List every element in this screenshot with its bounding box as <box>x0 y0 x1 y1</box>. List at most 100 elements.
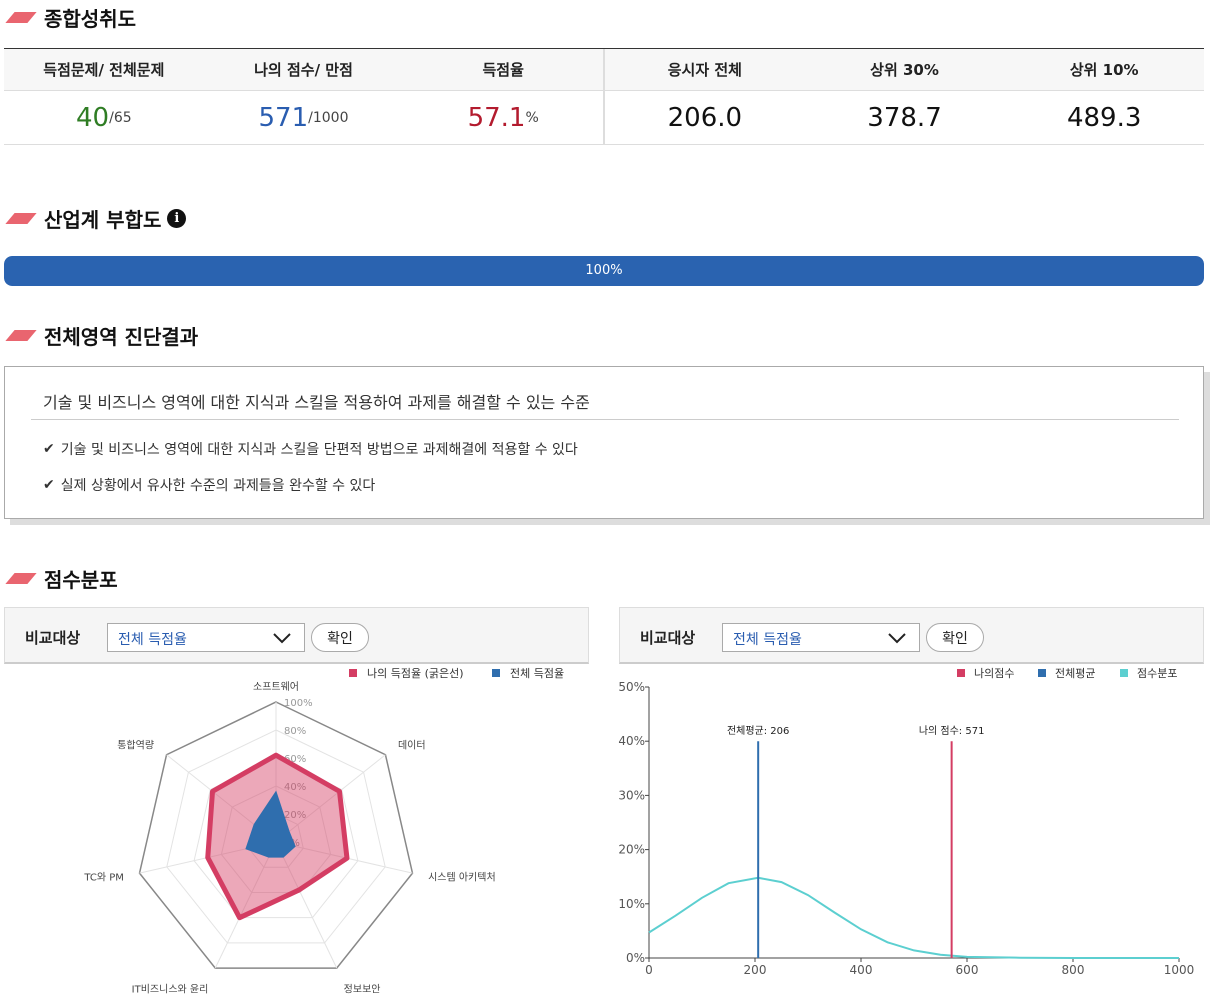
solved-count: 40 <box>76 102 110 133</box>
section-title-text: 산업계 부합도 <box>44 207 162 232</box>
radar-category-label: IT비즈니스와 윤리 <box>132 984 209 994</box>
diagnosis-item-text: 기술 및 비즈니스 영역에 대한 지식과 스킬을 단편적 방법으로 과제해결에 … <box>60 442 578 458</box>
compare-label: 비교대상 <box>25 629 81 647</box>
legend-swatch <box>492 669 500 677</box>
score-table-header: 득점문제/ 전체문제 나의 점수/ 만점 득점율 응시자 전체 상위 30% 상… <box>4 49 1204 91</box>
section-mark-icon <box>5 572 37 584</box>
x-tick-label: 400 <box>850 963 873 977</box>
legend-label: 나의 득점율 (굵은선) <box>367 667 464 680</box>
max-score: /1000 <box>308 109 349 126</box>
legend-swatch <box>957 669 965 677</box>
section-mark-icon <box>5 212 37 224</box>
chevron-down-icon <box>273 633 291 644</box>
info-icon[interactable]: i <box>167 208 187 228</box>
score-cell: 571/1000 <box>204 91 404 144</box>
compare-select[interactable]: 전체 득점율 <box>107 623 305 652</box>
legend-label: 점수분포 <box>1137 667 1177 680</box>
radar-spoke <box>214 841 277 969</box>
diagnosis-level: 기술 및 비즈니스 영역에 대한 지식과 스킬을 적용하여 과제를 해결할 수 … <box>43 393 590 412</box>
header-cell: 응시자 전체 <box>603 49 805 90</box>
radar-chart: 나의 득점율 (굵은선)전체 득점율0%20%40%60%80%100%소프트웨… <box>83 667 564 994</box>
x-tick-label: 1000 <box>1164 963 1195 977</box>
section-mark-icon <box>5 329 37 341</box>
radar-compare-bar: 비교대상 전체 득점율 확인 <box>4 607 589 664</box>
header-cell: 득점문제/ 전체문제 <box>43 61 165 79</box>
section-mark-icon <box>5 11 37 23</box>
header-cell: 나의 점수/ 만점 <box>254 61 353 79</box>
radar-series-all-rate <box>245 790 296 858</box>
diagnosis-item: ✔ 실제 상황에서 유사한 수준의 과제들을 완수할 수 있다 <box>43 475 375 495</box>
radar-tick-label: 60% <box>284 754 306 765</box>
header-cell: 상위 30% <box>870 61 939 79</box>
radar-category-label: 소프트웨어 <box>253 681 299 693</box>
radar-spoke <box>275 754 386 843</box>
y-tick-label: 20% <box>618 843 645 857</box>
radar-tick-label: 80% <box>284 726 306 737</box>
compare-select-value: 전체 득점율 <box>118 632 187 648</box>
solved-cell: 40/65 <box>4 91 204 144</box>
section-title-overall: 종합성취도 <box>5 2 136 32</box>
rate-cell: 57.1% <box>403 91 603 144</box>
top10-cell: 489.3 <box>1004 91 1204 144</box>
header-cell: 상위 10% <box>1069 61 1139 79</box>
distribution-compare-bar: 비교대상 전체 득점율 확인 <box>619 607 1204 664</box>
y-tick-label: 10% <box>618 897 645 911</box>
diagnosis-item: ✔ 기술 및 비즈니스 영역에 대한 지식과 스킬을 단편적 방법으로 과제해결… <box>43 439 578 459</box>
header-cell: 득점율 <box>482 61 524 79</box>
section-title-text: 전체영역 진단결과 <box>44 324 199 349</box>
top10-score: 489.3 <box>1066 102 1142 133</box>
diagnosis-item-text: 실제 상황에서 유사한 수준의 과제들을 완수할 수 있다 <box>60 478 376 494</box>
section-title-diagnosis: 전체영역 진단결과 <box>5 320 199 350</box>
chevron-down-icon <box>888 633 906 644</box>
legend-swatch <box>1120 669 1128 677</box>
diagnosis-box: 기술 및 비즈니스 영역에 대한 지식과 스킬을 적용하여 과제를 해결할 수 … <box>4 366 1204 519</box>
top30-score: 378.7 <box>867 102 942 133</box>
section-title-text: 종합성취도 <box>44 6 136 31</box>
rate-unit: % <box>525 109 539 126</box>
distribution-curve <box>648 876 1179 959</box>
radar-grid-ring <box>166 729 386 944</box>
x-tick-label: 0 <box>645 963 653 977</box>
section-title-distribution: 점수분포 <box>5 563 118 593</box>
confirm-button[interactable]: 확인 <box>311 623 369 652</box>
distribution-chart: 나의점수 전체평균 점수분포 0% 10% 20% 30% 40% 50% 0 200 400 600 8… <box>618 667 1195 977</box>
compare-select-value: 전체 득점율 <box>733 632 802 648</box>
compare-label: 비교대상 <box>640 629 696 647</box>
legend-swatch <box>1038 669 1046 677</box>
radar-category-label: 시스템 아키텍처 <box>428 872 496 884</box>
check-icon: ✔ <box>43 477 55 493</box>
y-tick-label: 50% <box>618 680 645 694</box>
score-table: 득점문제/ 전체문제 나의 점수/ 만점 득점율 응시자 전체 상위 30% 상… <box>4 48 1204 145</box>
x-tick-label: 800 <box>1062 963 1085 977</box>
legend-label: 전체평균 <box>1055 667 1095 680</box>
radar-grid-ring <box>193 757 359 919</box>
y-tick-label: 40% <box>618 734 645 748</box>
score-rate: 57.1 <box>467 102 526 133</box>
y-tick-label: 30% <box>618 788 645 802</box>
compare-select[interactable]: 전체 득점율 <box>722 623 920 652</box>
marker-label: 전체평균: 206 <box>727 725 789 737</box>
radar-category-label: 데이터 <box>398 740 426 752</box>
x-tick-label: 200 <box>744 963 767 977</box>
radar-grid-ring <box>220 785 332 893</box>
y-tick-label: 0% <box>626 951 645 965</box>
score-table-values: 40/65 571/1000 57.1% 206.0 378.7 489.3 <box>4 91 1204 145</box>
progress-label: 100% <box>585 263 623 278</box>
x-tick-label: 600 <box>956 963 979 977</box>
marker-label: 나의 점수: 571 <box>919 725 985 737</box>
radar-grid-ring <box>138 701 414 969</box>
radar-category-label: 정보보안 <box>344 984 381 994</box>
all-avg-cell: 206.0 <box>603 91 805 144</box>
legend-swatch <box>349 669 357 677</box>
section-title-industry: 산업계 부합도 i <box>5 203 187 233</box>
top30-cell: 378.7 <box>805 91 1005 144</box>
radar-tick-label: 20% <box>284 810 306 821</box>
section-title-text: 점수분포 <box>44 567 118 592</box>
my-score: 571 <box>258 102 309 133</box>
check-icon: ✔ <box>43 441 55 457</box>
confirm-button[interactable]: 확인 <box>926 623 984 652</box>
progress-fill <box>4 256 1204 286</box>
all-average: 206.0 <box>667 102 743 133</box>
legend-label: 나의점수 <box>974 667 1014 680</box>
radar-tick-label: 40% <box>284 782 306 793</box>
